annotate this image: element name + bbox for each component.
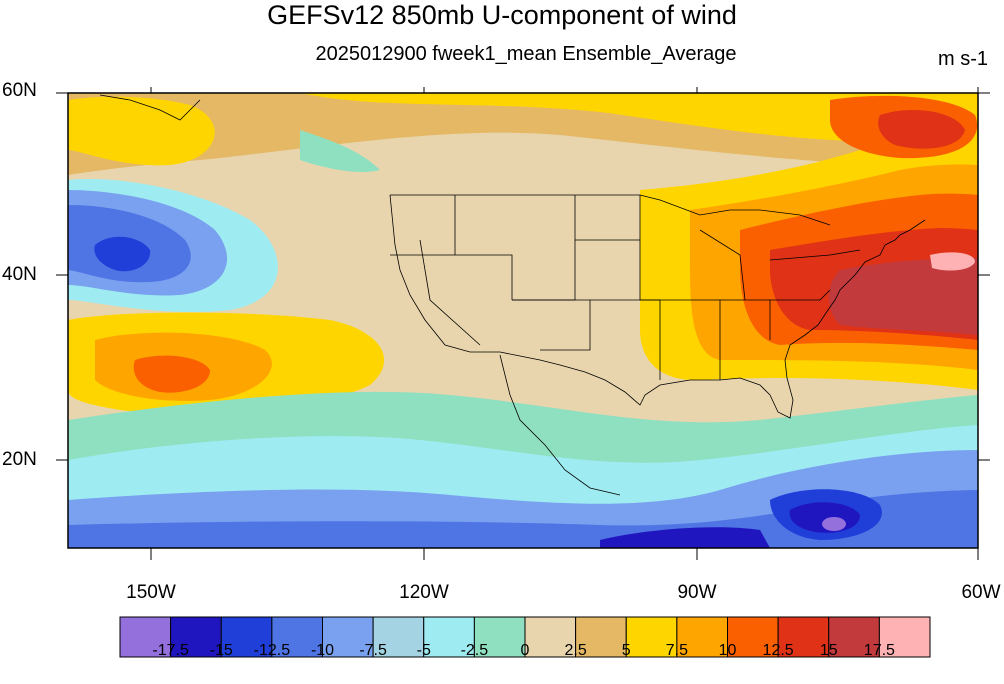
colorbar-swatch xyxy=(777,616,830,658)
units-label: m s-1 xyxy=(938,48,988,70)
colorbar-swatch xyxy=(220,616,273,658)
colorbar-swatch xyxy=(828,616,880,658)
colorbar-tick-label: -15 xyxy=(209,642,233,659)
colorbar-tick-label: 0 xyxy=(520,642,530,659)
colorbar-swatch xyxy=(575,616,627,658)
map-frame xyxy=(67,92,979,549)
colorbar-swatch xyxy=(372,616,425,658)
lon-label-90w: 90W xyxy=(677,582,717,603)
map-ticks xyxy=(56,87,990,560)
lon-label-120w: 120W xyxy=(399,582,449,603)
colorbar-swatch xyxy=(473,616,526,658)
lat-label-60n: 60N xyxy=(2,80,37,101)
wind-field xyxy=(68,93,978,548)
lon-label-150w: 150W xyxy=(126,582,176,603)
colorbar-tick-label: -5 xyxy=(416,642,431,659)
colorbar-tick-label: -7.5 xyxy=(359,642,387,659)
colorbar-tick-label: 15 xyxy=(819,642,838,659)
colorbar-tick-label: -10 xyxy=(310,642,335,659)
colorbar-tick-label: 12.5 xyxy=(762,642,794,659)
lat-label-20n: 20N xyxy=(2,449,37,470)
colorbar-tick-label: 5 xyxy=(621,642,631,659)
colorbar xyxy=(119,616,931,658)
colorbar-swatch xyxy=(271,616,323,658)
colorbar-tick-label: -12.5 xyxy=(253,642,291,659)
colorbar-swatch xyxy=(119,616,172,658)
plot-subtitle: 2025012900 fweek1_mean Ensemble_Average xyxy=(315,43,737,65)
colorbar-tick-label: -17.5 xyxy=(152,642,189,659)
colorbar-swatch xyxy=(878,616,931,658)
lon-label-60w: 60W xyxy=(961,582,1001,603)
colorbar-tick-label: 7.5 xyxy=(665,642,688,659)
colorbar-tick-label: 2.5 xyxy=(564,642,587,659)
colorbar-tick-label: -2.5 xyxy=(460,642,489,659)
coastlines xyxy=(99,94,926,496)
colorbar-tick-label: 10 xyxy=(718,642,737,659)
colorbar-swatch xyxy=(524,616,577,658)
colorbar-swatch xyxy=(625,616,678,658)
colorbar-swatch xyxy=(322,616,374,658)
colorbar-tick-label: 17.5 xyxy=(863,642,895,659)
lat-label-40n: 40N xyxy=(2,264,37,285)
colorbar-swatch xyxy=(170,616,222,658)
colorbar-swatch xyxy=(423,616,475,658)
plot-title: GEFSv12 850mb U-component of wind xyxy=(267,0,737,30)
